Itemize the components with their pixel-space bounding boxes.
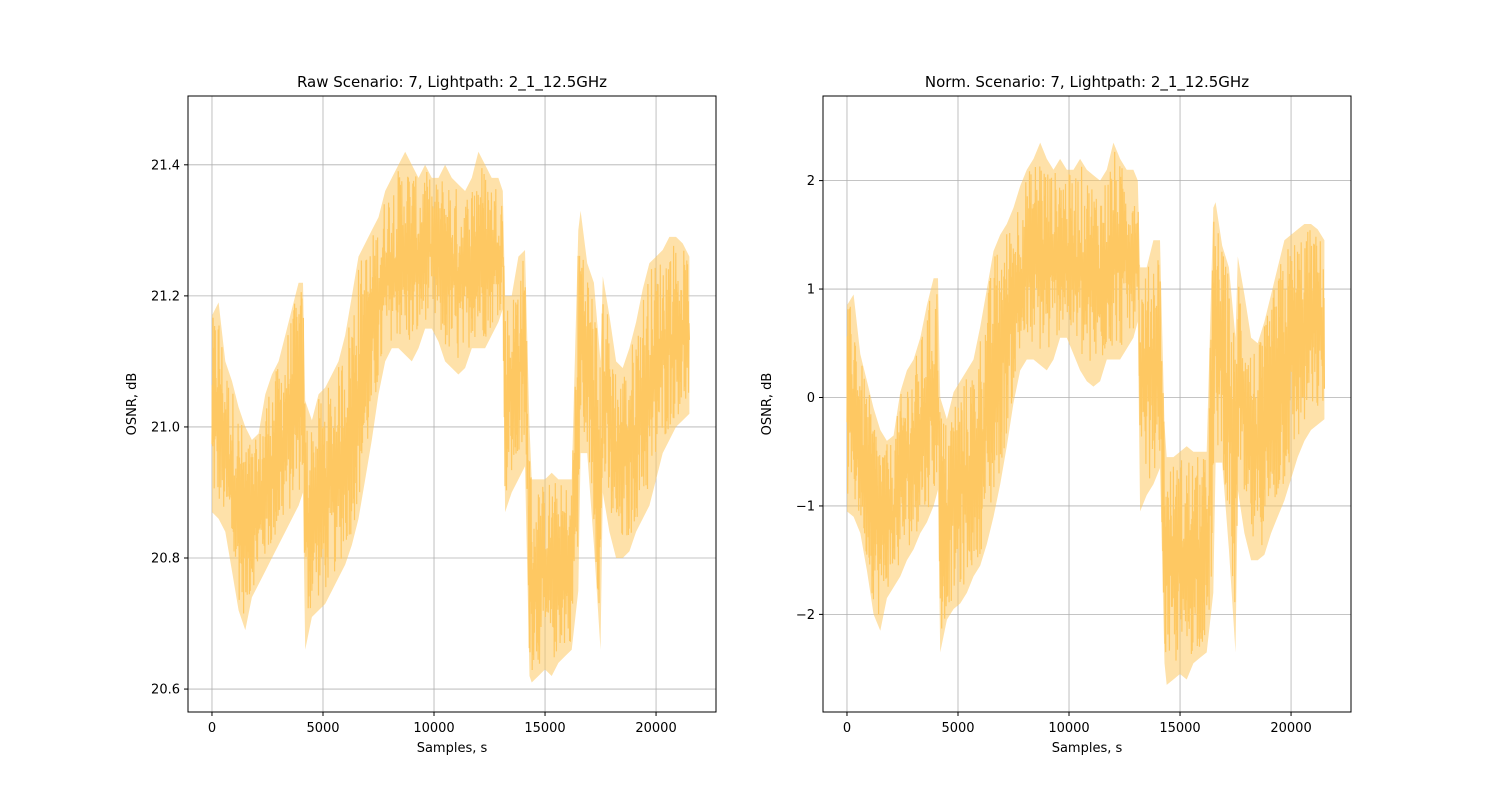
raw-y-tick-label-2: 21.0: [151, 420, 180, 435]
raw-chart-title: Raw Scenario: 7, Lightpath: 2_1_12.5GHz: [297, 73, 607, 92]
raw-y-tick-label-4: 21.4: [151, 158, 180, 173]
norm-x-tick-label-2: 10000: [1048, 721, 1089, 736]
norm-y-tick-label-1: −1: [796, 499, 815, 514]
norm-axes-frame: [822, 95, 1352, 713]
raw-y-tick-label-0: 20.6: [151, 683, 180, 698]
norm-x-tick-label-3: 15000: [1159, 721, 1200, 736]
norm-chart-title: Norm. Scenario: 7, Lightpath: 2_1_12.5GH…: [925, 73, 1249, 92]
raw-y-tick-label-3: 21.2: [151, 289, 180, 304]
raw-x-tick-label-2: 10000: [413, 721, 454, 736]
norm-osnr-line: [846, 151, 1325, 661]
norm-x-axis-label: Samples, s: [1052, 741, 1123, 756]
norm-osnr-trace: [846, 151, 1325, 661]
norm-x-tick-label-4: 20000: [1270, 721, 1311, 736]
raw-axes-frame: [187, 95, 717, 713]
norm-osnr-chart: 0 5000 10000 15000 20000 −2 −1 0 1 2 Norm. Scenar…: [760, 73, 1352, 756]
norm-y-tick-label-4: 2: [807, 174, 815, 189]
norm-y-tick-label-2: 0: [807, 391, 815, 406]
raw-x-tick-label-4: 20000: [635, 721, 676, 736]
raw-osnr-line: [211, 168, 690, 671]
norm-x-tick-label-0: 0: [843, 721, 851, 736]
norm-y-tick-label-3: 1: [807, 283, 815, 298]
norm-y-tick-label-0: −2: [796, 608, 815, 623]
raw-osnr-chart: 0 5000 10000 15000 20000 20.6 20.8 21.0 21.2 21.4…: [125, 73, 717, 756]
norm-x-tick-label-1: 5000: [941, 721, 974, 736]
raw-ticks: 0 5000 10000 15000 20000 20.6 20.8 21.0 21.2 21.4: [151, 158, 677, 736]
raw-y-axis-label: OSNR, dB: [125, 373, 140, 436]
raw-x-tick-label-1: 5000: [306, 721, 339, 736]
raw-y-tick-label-1: 20.8: [151, 552, 180, 567]
norm-y-axis-label: OSNR, dB: [760, 373, 775, 436]
raw-osnr-trace: [211, 168, 690, 671]
raw-x-tick-label-0: 0: [208, 721, 216, 736]
norm-ticks: 0 5000 10000 15000 20000 −2 −1 0 1 2: [796, 174, 1312, 736]
raw-x-tick-label-3: 15000: [524, 721, 565, 736]
raw-x-axis-label: Samples, s: [417, 741, 488, 756]
